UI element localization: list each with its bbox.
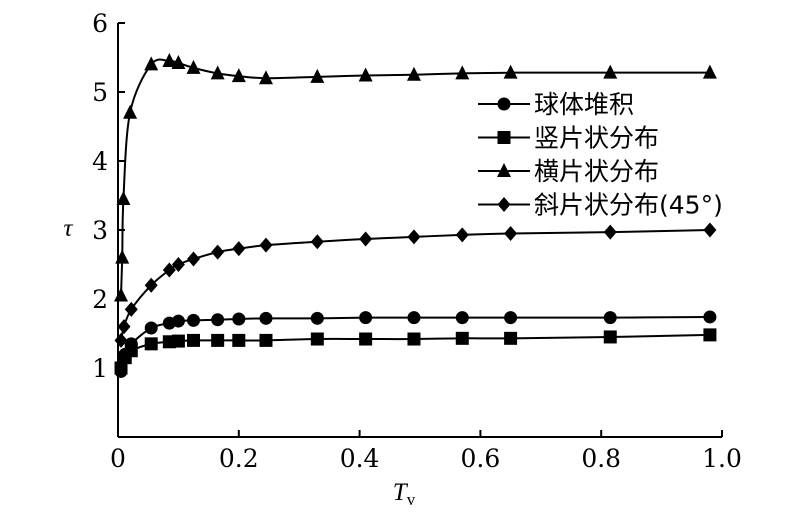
data-point-circle bbox=[504, 311, 518, 325]
data-point-triangle bbox=[503, 64, 518, 79]
data-point-triangle bbox=[358, 67, 373, 82]
data-point-triangle bbox=[231, 68, 246, 83]
data-point-diamond bbox=[310, 234, 324, 250]
series-line bbox=[120, 58, 710, 296]
legend-label: 竖片状分布 bbox=[534, 124, 659, 153]
data-point-triangle bbox=[258, 70, 273, 85]
y-axis-ticks: 1 2 3 4 5 6 bbox=[92, 9, 125, 383]
data-point-diamond bbox=[359, 231, 373, 247]
y-tick-label: 4 bbox=[92, 147, 108, 176]
legend-marker-circle bbox=[497, 97, 511, 111]
data-point-triangle bbox=[455, 65, 470, 80]
data-point-square bbox=[359, 332, 373, 346]
data-point-diamond bbox=[211, 244, 225, 260]
data-point-diamond bbox=[114, 332, 128, 348]
data-point-circle bbox=[407, 311, 421, 325]
legend-marker-diamond bbox=[497, 197, 511, 212]
data-point-triangle bbox=[702, 64, 717, 79]
x-axis-ticks: 0 0.2 0.4 0.6 0.8 1.0 bbox=[110, 430, 742, 473]
data-point-square bbox=[455, 331, 469, 345]
x-axis-title: Tv bbox=[393, 479, 416, 509]
x-tick-label: 0.8 bbox=[581, 444, 621, 473]
legend-label: 斜片状分布(45°) bbox=[534, 191, 723, 220]
data-point-triangle bbox=[123, 104, 138, 119]
data-point-circle bbox=[171, 314, 185, 328]
data-point-square bbox=[187, 333, 200, 347]
legend-label: 横片状分布 bbox=[534, 157, 659, 186]
data-point-square bbox=[703, 328, 717, 342]
data-point-diamond bbox=[162, 262, 176, 278]
data-point-triangle bbox=[406, 66, 421, 81]
y-tick-label: 6 bbox=[92, 9, 108, 38]
data-point-circle bbox=[359, 311, 373, 325]
data-point-circle bbox=[310, 311, 324, 325]
axes bbox=[117, 23, 722, 438]
data-point-square bbox=[171, 334, 185, 348]
data-point-square bbox=[144, 337, 158, 351]
y-tick-label: 1 bbox=[92, 354, 108, 383]
data-point-circle bbox=[211, 313, 225, 327]
legend-entry: 斜片状分布(45°) bbox=[478, 191, 723, 220]
data-point-circle bbox=[703, 310, 717, 324]
data-point-square bbox=[211, 333, 225, 347]
data-point-circle bbox=[259, 311, 273, 325]
data-point-triangle bbox=[162, 52, 177, 67]
data-point-triangle bbox=[114, 287, 129, 302]
data-point-diamond bbox=[171, 257, 185, 272]
series-layer bbox=[114, 52, 717, 378]
data-point-circle bbox=[144, 321, 158, 335]
data-point-triangle bbox=[210, 65, 225, 80]
data-point-diamond bbox=[703, 222, 717, 238]
data-point-triangle bbox=[144, 56, 159, 71]
data-point-square bbox=[114, 361, 128, 375]
series-3 bbox=[114, 52, 717, 302]
data-point-square bbox=[232, 333, 246, 347]
data-point-square bbox=[603, 330, 617, 344]
data-point-circle bbox=[603, 311, 617, 325]
data-point-circle bbox=[455, 311, 469, 325]
series-4 bbox=[114, 222, 717, 348]
data-point-diamond bbox=[187, 251, 200, 267]
x-tick-label: 1.0 bbox=[702, 444, 742, 473]
data-point-circle bbox=[232, 312, 246, 326]
data-point-triangle bbox=[310, 68, 325, 83]
data-point-diamond bbox=[455, 227, 469, 243]
data-point-square bbox=[124, 344, 138, 358]
data-point-triangle bbox=[115, 249, 130, 264]
x-tick-label: 0.2 bbox=[219, 444, 259, 473]
data-point-diamond bbox=[504, 225, 518, 241]
data-point-square bbox=[259, 333, 273, 347]
data-point-diamond bbox=[144, 277, 158, 293]
data-point-diamond bbox=[603, 224, 617, 240]
legend-entry: 竖片状分布 bbox=[478, 124, 659, 153]
data-point-triangle bbox=[186, 59, 201, 74]
x-tick-label: 0.6 bbox=[461, 444, 501, 473]
y-tick-label: 5 bbox=[92, 78, 108, 107]
x-tick-label: 0 bbox=[110, 444, 126, 473]
data-point-square bbox=[504, 331, 518, 345]
y-axis-title: τ bbox=[64, 215, 74, 242]
data-point-square bbox=[310, 332, 324, 346]
data-point-diamond bbox=[124, 301, 138, 317]
legend-entry: 球体堆积 bbox=[478, 90, 634, 119]
data-point-triangle bbox=[116, 190, 131, 205]
data-point-circle bbox=[187, 313, 200, 327]
y-tick-label: 2 bbox=[92, 285, 108, 314]
legend-label: 球体堆积 bbox=[534, 90, 634, 119]
data-point-square bbox=[407, 332, 421, 346]
data-point-triangle bbox=[171, 55, 186, 70]
legend-entry: 横片状分布 bbox=[478, 157, 659, 186]
series-2 bbox=[114, 328, 717, 375]
data-point-diamond bbox=[117, 319, 131, 335]
data-point-triangle bbox=[603, 64, 618, 79]
legend-marker-triangle bbox=[497, 163, 511, 177]
data-point-diamond bbox=[407, 229, 421, 245]
data-point-diamond bbox=[259, 237, 273, 253]
data-point-diamond bbox=[232, 241, 246, 257]
x-tick-label: 0.4 bbox=[340, 444, 380, 473]
y-tick-label: 3 bbox=[92, 216, 108, 245]
legend-marker-square bbox=[497, 131, 511, 144]
